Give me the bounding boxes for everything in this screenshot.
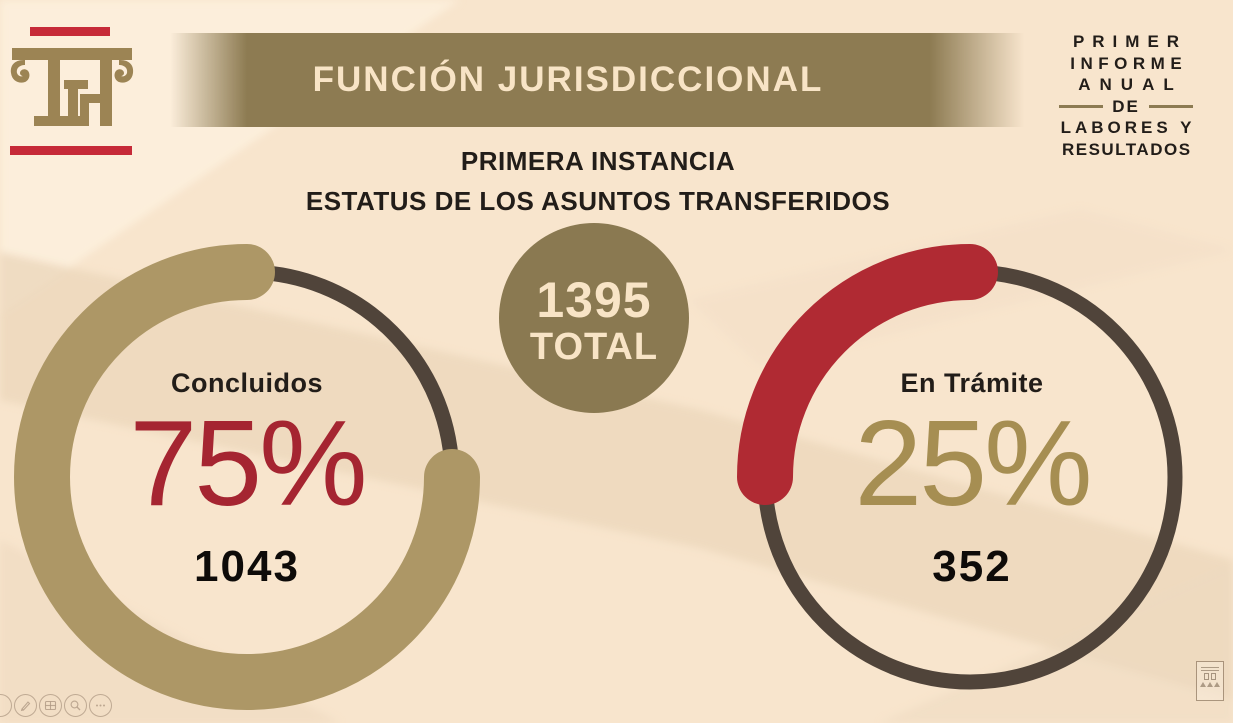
slide-title: FUNCIÓN JURISDICCIONAL	[312, 60, 824, 99]
de-rule-left	[1059, 105, 1104, 108]
toolbar-partial-icon[interactable]	[0, 694, 12, 717]
title-banner: FUNCIÓN JURISDICCIONAL	[170, 33, 1024, 127]
pen-icon[interactable]	[14, 694, 37, 717]
subtitle-estatus: ESTATUS DE LOS ASUNTOS TRANSFERIDOS	[305, 186, 891, 216]
report-line-5: LABORES Y	[1060, 118, 1196, 137]
watermark-base	[1200, 682, 1220, 687]
slides-overview-icon[interactable]	[39, 694, 62, 717]
logo-column-gold	[10, 48, 134, 126]
left-donut-percent: 75%	[129, 395, 367, 531]
report-line-4: DE	[1112, 96, 1140, 116]
report-line-3: ANUAL	[1078, 75, 1183, 94]
total-label: TOTAL	[529, 326, 659, 368]
column-logo	[10, 27, 134, 155]
more-options-icon[interactable]	[89, 694, 112, 717]
report-line-2: INFORME	[1070, 53, 1188, 73]
total-circle: 1395 TOTAL	[499, 223, 689, 413]
presenter-toolbar	[0, 694, 112, 717]
watermark-emblem	[1200, 673, 1220, 680]
zoom-magnifier-icon[interactable]	[64, 694, 87, 717]
logo-red-bar-bottom	[10, 146, 132, 155]
watermark-text-line	[1201, 666, 1219, 668]
left-donut-value: 1043	[194, 542, 300, 591]
subtitle-primera-instancia: PRIMERA INSTANCIA	[460, 146, 736, 176]
seal-watermark	[1196, 661, 1224, 701]
report-line-de: DE	[1042, 96, 1210, 118]
report-badge: PRIMER INFORME ANUAL DE LABORES Y RESULT…	[1042, 31, 1210, 160]
total-value: 1395	[536, 272, 652, 328]
logo-red-bar-top	[30, 27, 110, 36]
right-donut-value: 352	[932, 542, 1012, 591]
report-line-1: PRIMER	[1072, 32, 1188, 51]
swirl-right-band	[690, 210, 1233, 365]
de-rule-right	[1148, 105, 1193, 108]
right-donut-label: En Trámite	[900, 368, 1044, 398]
watermark-text-line	[1201, 669, 1219, 671]
left-donut-label: Concluidos	[171, 368, 323, 398]
right-donut-percent: 25%	[854, 395, 1092, 531]
report-line-6: RESULTADOS	[1061, 139, 1192, 159]
